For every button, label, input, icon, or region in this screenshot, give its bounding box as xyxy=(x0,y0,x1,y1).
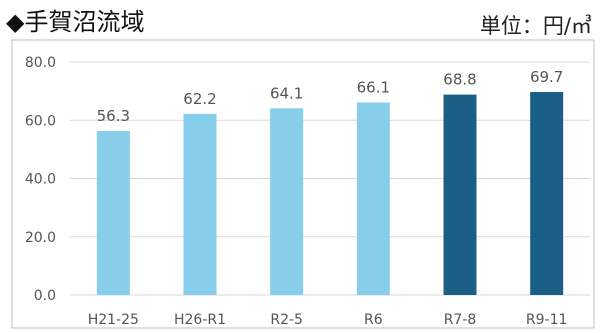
data-label: 66.1 xyxy=(357,78,390,96)
bar-R9-11 xyxy=(530,91,564,295)
x-tick-label: R9-11 xyxy=(526,312,568,328)
bar-R6 xyxy=(356,102,390,295)
x-tick-label: H26-R1 xyxy=(174,312,226,328)
y-tick-label: 80.0 xyxy=(25,55,56,71)
data-label: 68.8 xyxy=(443,71,476,89)
data-label: 62.2 xyxy=(183,90,216,108)
data-label: 69.7 xyxy=(530,68,563,86)
x-tick-label: R2-5 xyxy=(270,312,303,328)
bar-R2-5 xyxy=(270,108,304,295)
bar-R7-8 xyxy=(443,94,477,296)
unit-label: 単位：円/㎥ xyxy=(479,14,592,38)
x-tick-label: R6 xyxy=(364,312,383,328)
y-tick-label: 20.0 xyxy=(25,230,56,246)
x-tick-label: H21-25 xyxy=(88,312,139,328)
y-tick-label: 0.0 xyxy=(34,288,56,304)
bar-H21-25 xyxy=(96,131,130,295)
data-label: 64.1 xyxy=(270,84,303,102)
x-tick-label: R7-8 xyxy=(444,312,477,328)
y-tick-label: 60.0 xyxy=(25,113,56,129)
chart-title: ◆手賀沼流域 xyxy=(6,8,145,36)
bar-H26-R1 xyxy=(183,113,217,295)
y-tick-label: 40.0 xyxy=(25,172,56,188)
data-label: 56.3 xyxy=(97,107,130,125)
plot-frame xyxy=(11,39,595,329)
